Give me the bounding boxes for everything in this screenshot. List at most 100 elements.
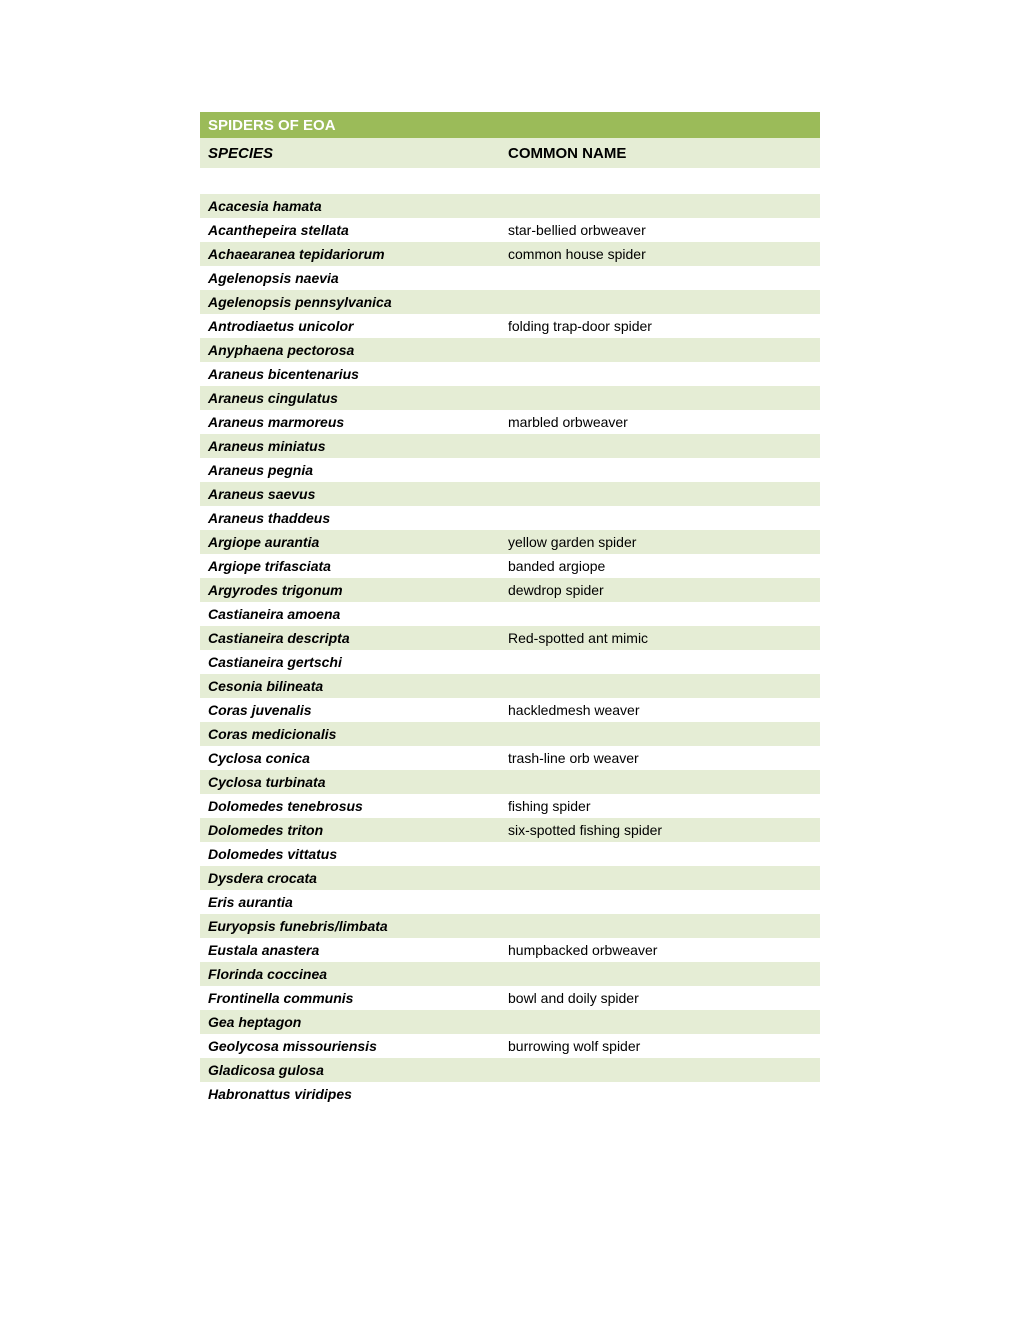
common-name-cell (500, 842, 820, 866)
table-row: Gladicosa gulosa (200, 1058, 820, 1082)
common-name-cell: fishing spider (500, 794, 820, 818)
common-name-cell (500, 866, 820, 890)
species-cell: Araneus pegnia (200, 458, 500, 482)
species-cell: Dolomedes tenebrosus (200, 794, 500, 818)
common-name-cell (500, 722, 820, 746)
table-blank-row (200, 168, 820, 194)
species-cell: Anyphaena pectorosa (200, 338, 500, 362)
species-cell: Eris aurantia (200, 890, 500, 914)
common-name-cell (500, 674, 820, 698)
common-name-cell (500, 506, 820, 530)
table-row: Dolomedes tenebrosusfishing spider (200, 794, 820, 818)
species-cell: Araneus cingulatus (200, 386, 500, 410)
species-cell: Castianeira descripta (200, 626, 500, 650)
common-name-cell (500, 386, 820, 410)
table-row: Castianeira descriptaRed-spotted ant mim… (200, 626, 820, 650)
species-cell: Cyclosa conica (200, 746, 500, 770)
table-row: Eris aurantia (200, 890, 820, 914)
table-header-row: SPECIES COMMON NAME (200, 138, 820, 168)
common-name-cell (500, 914, 820, 938)
common-name-cell: bowl and doily spider (500, 986, 820, 1010)
common-name-cell: yellow garden spider (500, 530, 820, 554)
common-name-cell: burrowing wolf spider (500, 1034, 820, 1058)
table-row: Antrodiaetus unicolorfolding trap-door s… (200, 314, 820, 338)
common-name-cell: star-bellied orbweaver (500, 218, 820, 242)
species-cell: Antrodiaetus unicolor (200, 314, 500, 338)
species-cell: Castianeira gertschi (200, 650, 500, 674)
species-cell: Cesonia bilineata (200, 674, 500, 698)
common-name-cell: folding trap-door spider (500, 314, 820, 338)
column-header-common: COMMON NAME (500, 138, 820, 168)
table-row: Cesonia bilineata (200, 674, 820, 698)
common-name-cell: banded argiope (500, 554, 820, 578)
species-cell: Florinda coccinea (200, 962, 500, 986)
species-cell: Agelenopsis naevia (200, 266, 500, 290)
common-name-cell: marbled orbweaver (500, 410, 820, 434)
species-cell: Acanthepeira stellata (200, 218, 500, 242)
species-cell: Dysdera crocata (200, 866, 500, 890)
species-cell: Frontinella communis (200, 986, 500, 1010)
species-cell: Achaearanea tepidariorum (200, 242, 500, 266)
common-name-cell: six-spotted fishing spider (500, 818, 820, 842)
species-cell: Araneus thaddeus (200, 506, 500, 530)
common-name-cell (500, 1010, 820, 1034)
common-name-cell (500, 194, 820, 218)
common-name-cell (500, 362, 820, 386)
blank-cell (200, 168, 820, 194)
common-name-cell (500, 458, 820, 482)
species-cell: Dolomedes vittatus (200, 842, 500, 866)
common-name-cell: Red-spotted ant mimic (500, 626, 820, 650)
table-row: Florinda coccinea (200, 962, 820, 986)
common-name-cell: trash-line orb weaver (500, 746, 820, 770)
table-row: Euryopsis funebris/limbata (200, 914, 820, 938)
common-name-cell (500, 890, 820, 914)
table-row: Geolycosa missouriensisburrowing wolf sp… (200, 1034, 820, 1058)
common-name-cell (500, 1082, 820, 1106)
table-row: Anyphaena pectorosa (200, 338, 820, 362)
table-row: Gea heptagon (200, 1010, 820, 1034)
table-title: SPIDERS OF EOA (200, 112, 820, 138)
common-name-cell (500, 482, 820, 506)
common-name-cell (500, 266, 820, 290)
species-cell: Geolycosa missouriensis (200, 1034, 500, 1058)
table-row: Castianeira amoena (200, 602, 820, 626)
table-row: Argiope aurantiayellow garden spider (200, 530, 820, 554)
species-cell: Argiope aurantia (200, 530, 500, 554)
species-table: SPIDERS OF EOA SPECIES COMMON NAME Acace… (200, 112, 820, 1106)
table-row: Acacesia hamata (200, 194, 820, 218)
table-row: Araneus bicentenarius (200, 362, 820, 386)
table-row: Eustala anasterahumpbacked orbweaver (200, 938, 820, 962)
table-row: Dolomedes tritonsix-spotted fishing spid… (200, 818, 820, 842)
table-row: Argiope trifasciatabanded argiope (200, 554, 820, 578)
table-row: Cyclosa conicatrash-line orb weaver (200, 746, 820, 770)
table-row: Argyrodes trigonumdewdrop spider (200, 578, 820, 602)
table-row: Agelenopsis naevia (200, 266, 820, 290)
common-name-cell (500, 650, 820, 674)
common-name-cell: dewdrop spider (500, 578, 820, 602)
table-row: Agelenopsis pennsylvanica (200, 290, 820, 314)
common-name-cell (500, 338, 820, 362)
species-cell: Eustala anastera (200, 938, 500, 962)
table-row: Castianeira gertschi (200, 650, 820, 674)
species-cell: Araneus bicentenarius (200, 362, 500, 386)
species-cell: Araneus saevus (200, 482, 500, 506)
table-row: Dysdera crocata (200, 866, 820, 890)
table-row: Achaearanea tepidariorumcommon house spi… (200, 242, 820, 266)
table-row: Habronattus viridipes (200, 1082, 820, 1106)
species-cell: Argiope trifasciata (200, 554, 500, 578)
table-row: Coras juvenalishackledmesh weaver (200, 698, 820, 722)
common-name-cell (500, 290, 820, 314)
table-row: Araneus saevus (200, 482, 820, 506)
species-cell: Euryopsis funebris/limbata (200, 914, 500, 938)
species-cell: Gea heptagon (200, 1010, 500, 1034)
species-cell: Dolomedes triton (200, 818, 500, 842)
table-row: Araneus pegnia (200, 458, 820, 482)
species-cell: Gladicosa gulosa (200, 1058, 500, 1082)
table-row: Coras medicionalis (200, 722, 820, 746)
table-row: Frontinella communisbowl and doily spide… (200, 986, 820, 1010)
species-cell: Agelenopsis pennsylvanica (200, 290, 500, 314)
table-row: Araneus miniatus (200, 434, 820, 458)
species-cell: Argyrodes trigonum (200, 578, 500, 602)
common-name-cell (500, 1058, 820, 1082)
species-cell: Castianeira amoena (200, 602, 500, 626)
